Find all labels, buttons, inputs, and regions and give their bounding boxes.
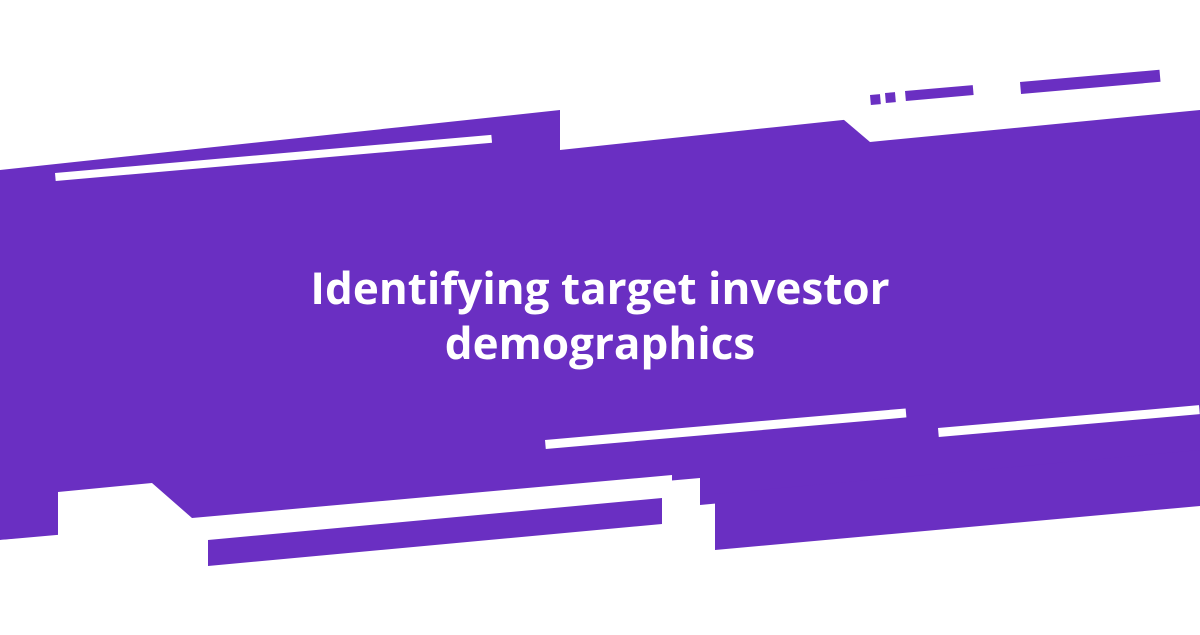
top-dash-1	[870, 94, 881, 105]
banner-title: Identifying target investor demographics	[200, 260, 1000, 370]
top-dash-2	[885, 92, 896, 103]
